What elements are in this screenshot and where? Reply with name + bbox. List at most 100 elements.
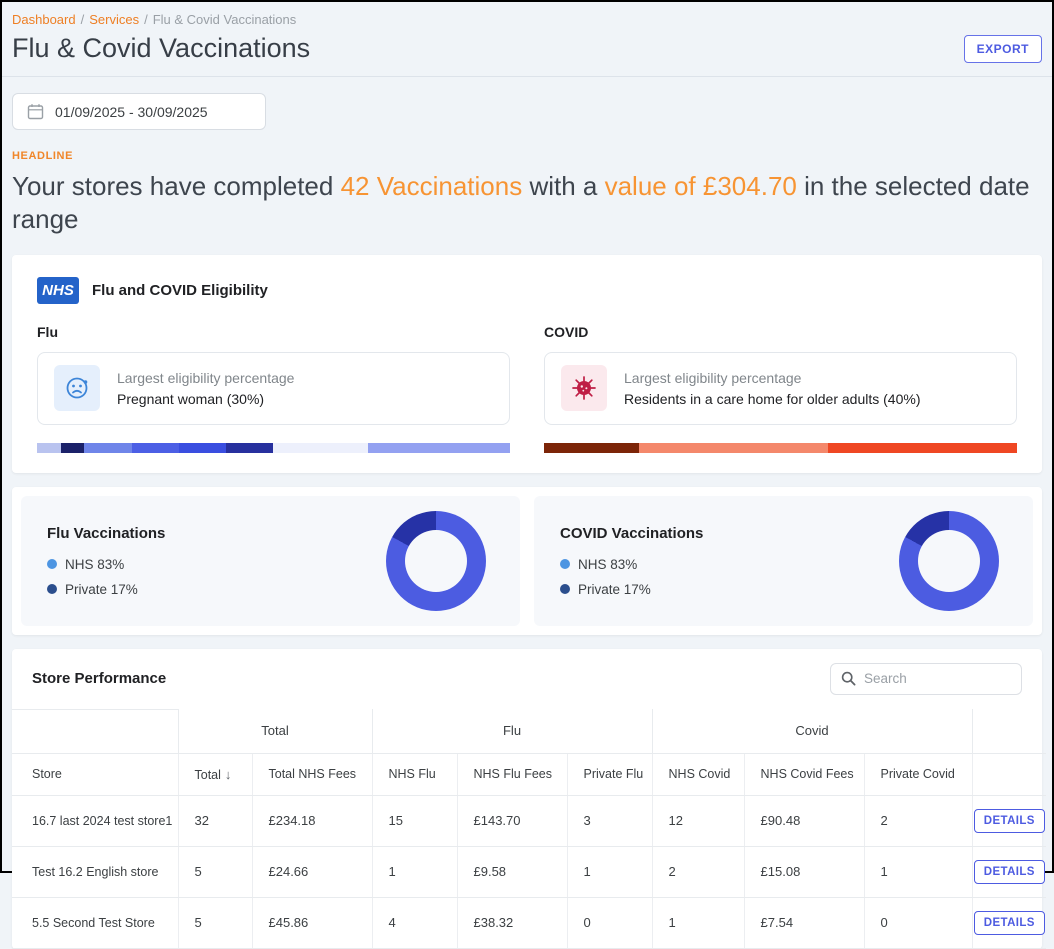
covid-donut-chart xyxy=(899,510,999,611)
bar-segment xyxy=(60,442,85,453)
group-header-empty xyxy=(971,709,1047,754)
value-cell: £143.70 xyxy=(456,795,567,847)
flu-stat-text: Largest eligibility percentage Pregnant … xyxy=(117,370,294,407)
flu-donut-chart xyxy=(386,510,486,611)
table-row: Test 16.2 English store 5 £24.66 1 £9.58 1 2 £1… xyxy=(12,846,1047,898)
column-header-nhs-covid-fees: NHS Covid Fees xyxy=(743,753,865,796)
column-header-private-flu: Private Flu xyxy=(566,753,653,796)
value-cell: 2 xyxy=(863,795,973,847)
table-row: 16.7 last 2024 test store1 32 £234.18 15 £14… xyxy=(12,795,1047,847)
column-header-total[interactable]: Total ↓ xyxy=(177,753,252,796)
eligibility-card: NHS Flu and COVID Eligibility Flu Larges… xyxy=(12,254,1042,473)
flu-stat-label: Largest eligibility percentage xyxy=(117,369,295,386)
column-header-nhs-flu: NHS Flu xyxy=(371,753,457,796)
covid-vaccinations-title: COVID Vaccinations xyxy=(560,524,704,542)
flu-stat-value: Pregnant woman (30%) xyxy=(117,390,265,407)
virus-icon xyxy=(561,365,607,412)
calendar-icon xyxy=(27,103,44,120)
value-cell: 15 xyxy=(371,795,457,847)
search-box xyxy=(830,662,1022,695)
bar-segment xyxy=(368,442,510,453)
nhs-logo: NHS xyxy=(37,276,79,304)
bar-segment xyxy=(131,442,179,453)
nhs-legend-dot xyxy=(560,559,570,570)
eligibility-columns: Flu Largest eligibility percentage Pregn… xyxy=(37,324,1017,453)
value-cell: £90.48 xyxy=(743,795,865,847)
date-range-picker[interactable]: 01/09/2025 - 30/09/2025 xyxy=(12,93,266,130)
group-header-covid: Covid xyxy=(651,709,973,754)
headline-part: with a xyxy=(522,171,605,201)
covid-vaccinations-info: COVID Vaccinations NHS 83% Private 17% xyxy=(560,525,703,597)
breadcrumb-services[interactable]: Services xyxy=(89,12,140,27)
store-performance-header: Store Performance xyxy=(12,649,1042,709)
value-cell: £9.58 xyxy=(456,846,567,898)
flu-eligibility-section: Flu Largest eligibility percentage Pregn… xyxy=(37,324,510,453)
breadcrumb-dashboard[interactable]: Dashboard xyxy=(12,12,76,27)
group-header-flu: Flu xyxy=(371,709,653,754)
column-header-store: Store xyxy=(12,753,178,796)
value-cell: 3 xyxy=(566,795,653,847)
covid-vaccinations-card: COVID Vaccinations NHS 83% Private 17% xyxy=(534,495,1033,626)
breadcrumb-separator: / xyxy=(80,12,85,27)
store-performance-table: Total Flu Covid Store Total ↓ Total NHS F… xyxy=(12,708,1047,949)
headline-label: HEADLINE xyxy=(12,150,74,162)
covid-stat-card: Largest eligibility percentage Residents… xyxy=(544,351,1017,425)
breadcrumb-separator: / xyxy=(144,12,148,27)
covid-section-label: COVID xyxy=(544,323,589,340)
breadcrumb: Dashboard / Services / Flu & Covid Vaccinati… xyxy=(12,2,1042,27)
store-performance-title: Store Performance xyxy=(32,670,167,688)
group-header-empty xyxy=(12,708,178,754)
title-divider xyxy=(2,76,1052,77)
export-button[interactable]: EXPORT xyxy=(963,34,1042,63)
date-range-value: 01/09/2025 - 30/09/2025 xyxy=(55,103,208,120)
bar-segment xyxy=(178,442,227,453)
details-button[interactable]: DETAILS xyxy=(973,808,1045,833)
flu-vaccinations-title: Flu Vaccinations xyxy=(47,524,166,542)
private-legend-label: Private 17% xyxy=(578,581,651,597)
bar-segment xyxy=(638,442,828,453)
bar-segment xyxy=(544,442,639,453)
legend-item-private: Private 17% xyxy=(560,582,703,597)
value-cell: £38.32 xyxy=(456,897,567,949)
legend-item-nhs: NHS 83% xyxy=(560,557,703,572)
headline-highlight-value: value of £304.70 xyxy=(604,171,797,201)
value-cell: £15.08 xyxy=(743,846,865,898)
private-legend-label: Private 17% xyxy=(65,581,138,597)
sort-desc-icon[interactable]: ↓ xyxy=(224,766,232,782)
column-header-nhs-flu-fees: NHS Flu Fees xyxy=(456,753,567,796)
flu-eligibility-bar xyxy=(37,442,510,453)
headline-text: Your stores have completed 42 Vaccinatio… xyxy=(12,170,1032,237)
private-legend-dot xyxy=(560,584,570,595)
value-cell: 1 xyxy=(371,846,457,898)
value-cell: £24.66 xyxy=(251,846,372,898)
group-header-total: Total xyxy=(177,709,372,754)
covid-eligibility-bar xyxy=(544,442,1017,453)
table-group-header-row: Total Flu Covid xyxy=(12,708,1047,754)
store-name-cell: Test 16.2 English store xyxy=(12,846,178,898)
value-cell: 1 xyxy=(566,846,653,898)
bar-segment xyxy=(827,442,1017,453)
value-cell: 5 xyxy=(177,846,252,898)
value-cell: 4 xyxy=(371,897,457,949)
legend-item-nhs: NHS 83% xyxy=(47,557,165,572)
search-icon xyxy=(841,671,856,686)
covid-stat-value: Residents in a care home for older adult… xyxy=(624,390,921,407)
value-cell: 32 xyxy=(177,795,252,847)
bar-segment xyxy=(273,442,369,453)
headline-highlight-vaccinations: 42 Vaccinations xyxy=(340,171,523,201)
nhs-legend-label: NHS 83% xyxy=(65,556,125,572)
search-input[interactable] xyxy=(864,671,1011,687)
flu-vaccinations-card: Flu Vaccinations NHS 83% Private 17% xyxy=(21,495,520,626)
breadcrumb-current: Flu & Covid Vaccinations xyxy=(152,12,297,27)
details-button[interactable]: DETAILS xyxy=(973,859,1045,884)
donut-hole xyxy=(405,529,467,592)
column-header-actions xyxy=(971,753,1047,796)
store-performance-card: Store Performance Total Flu Covid xyxy=(12,648,1047,949)
details-button[interactable]: DETAILS xyxy=(973,910,1045,935)
table-header-row: Store Total ↓ Total NHS Fees NHS Flu NHS … xyxy=(12,753,1047,796)
vaccination-charts-row: Flu Vaccinations NHS 83% Private 17% COV… xyxy=(12,486,1042,635)
store-table-body: 16.7 last 2024 test store1 32 £234.18 15 £14… xyxy=(12,795,1047,949)
value-cell: 5 xyxy=(177,897,252,949)
donut-hole xyxy=(918,529,980,592)
